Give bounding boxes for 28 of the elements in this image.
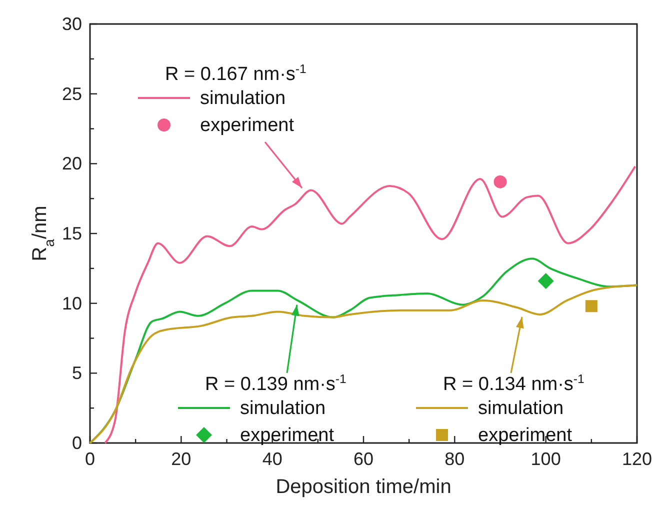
y-tick-label: 10 — [62, 293, 82, 314]
x-tick-label: 80 — [444, 449, 465, 469]
point — [494, 175, 507, 188]
legend-label: experiment — [478, 425, 573, 446]
annotation: R = 0.167 nm·s$^{-1}$ — [165, 62, 307, 85]
point — [585, 300, 598, 312]
legend-label: simulation — [478, 398, 564, 419]
x-tick-label: 100 — [530, 449, 561, 469]
y-tick-label: 30 — [62, 14, 82, 34]
x-tick-label: 60 — [353, 449, 374, 469]
legend-label: experiment — [200, 115, 295, 136]
annotation: R = 0.139 nm·s$^{-1}$ — [205, 372, 347, 395]
x-tick-label: 0 — [84, 449, 96, 469]
y-tick-label: 20 — [62, 154, 82, 174]
y-tick-label: 5 — [72, 363, 82, 384]
legend-label: experiment — [240, 425, 335, 446]
y-tick-label: 0 — [72, 433, 82, 453]
annotation: R = 0.134 nm·s$^{-1}$ — [443, 372, 585, 395]
y-tick-label: 15 — [62, 224, 82, 244]
legend-label: simulation — [200, 88, 286, 109]
y-tick-label: 25 — [62, 84, 82, 104]
x-tick-label: 120 — [622, 449, 652, 469]
line-series — [104, 165, 636, 444]
x-axis-title: Deposition time/min — [276, 476, 452, 498]
x-tick-label: 40 — [262, 449, 282, 469]
point — [538, 272, 554, 289]
x-tick-label: 20 — [171, 449, 192, 469]
legend-label: simulation — [240, 398, 326, 419]
